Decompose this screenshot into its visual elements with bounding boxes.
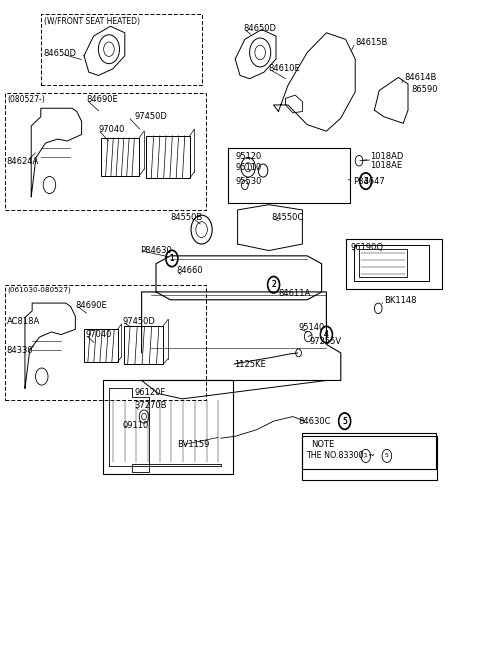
Text: 37270B: 37270B: [134, 401, 167, 410]
Text: 97040: 97040: [85, 330, 112, 339]
Text: P84647: P84647: [353, 176, 384, 186]
Text: 1125KE: 1125KE: [234, 359, 266, 369]
Text: 84690E: 84690E: [76, 300, 108, 310]
Text: 97040: 97040: [98, 125, 125, 134]
Text: 1: 1: [169, 254, 174, 263]
Text: 3: 3: [363, 176, 368, 186]
Text: 5: 5: [385, 453, 389, 459]
Text: BV1159: BV1159: [177, 440, 209, 449]
Text: 1018AD: 1018AD: [370, 152, 403, 161]
Bar: [5, 285, 206, 400]
Bar: [124, 326, 163, 364]
Text: 84630C: 84630C: [299, 417, 331, 426]
Bar: [228, 148, 350, 203]
Text: BK1148: BK1148: [384, 296, 417, 305]
Bar: [302, 436, 437, 480]
Text: 2: 2: [271, 280, 276, 289]
Text: (080527-): (080527-): [7, 95, 45, 104]
Text: 95120: 95120: [235, 152, 262, 161]
Text: 84610E: 84610E: [269, 64, 300, 73]
Bar: [101, 138, 139, 176]
Text: 4: 4: [324, 330, 329, 339]
Text: 84550C: 84550C: [271, 213, 303, 222]
Text: 84650D: 84650D: [43, 49, 76, 58]
Text: 86590: 86590: [412, 85, 438, 94]
Bar: [5, 93, 206, 210]
Text: 5: 5: [342, 417, 347, 426]
Text: 84614B: 84614B: [404, 73, 436, 82]
Text: 4: 4: [324, 330, 329, 339]
Text: 5: 5: [342, 417, 347, 426]
Text: P84630: P84630: [140, 246, 172, 255]
Text: 97255V: 97255V: [310, 337, 342, 346]
Text: 97450D: 97450D: [122, 317, 155, 326]
Text: 97450D: 97450D: [134, 112, 167, 121]
Bar: [359, 249, 407, 277]
Bar: [84, 329, 118, 362]
Bar: [41, 14, 202, 85]
Text: 84550B: 84550B: [170, 213, 203, 222]
Text: 84611A: 84611A: [278, 289, 311, 298]
Text: 84660: 84660: [177, 266, 203, 275]
Text: 84690E: 84690E: [86, 95, 118, 104]
Text: NOTE: NOTE: [311, 440, 334, 449]
Text: 95140: 95140: [299, 323, 325, 333]
Text: 84330: 84330: [6, 346, 33, 356]
Text: 84624A: 84624A: [6, 157, 38, 166]
Text: 1: 1: [169, 254, 174, 263]
Text: ~: ~: [368, 451, 374, 461]
Text: (W/FRONT SEAT HEATED): (W/FRONT SEAT HEATED): [44, 17, 140, 26]
Bar: [302, 433, 436, 469]
Text: (061030-080527): (061030-080527): [7, 287, 71, 293]
Text: 09110: 09110: [122, 420, 149, 430]
Bar: [146, 136, 190, 178]
Text: 95530: 95530: [235, 176, 262, 186]
Text: 84615B: 84615B: [355, 38, 387, 47]
Text: 84650D: 84650D: [244, 24, 277, 33]
Text: 96190Q: 96190Q: [350, 243, 384, 253]
Text: 3: 3: [363, 176, 368, 186]
Text: 1018AE: 1018AE: [370, 161, 402, 170]
Text: THE NO.83300:: THE NO.83300:: [306, 451, 366, 461]
Bar: [346, 239, 442, 289]
Text: 2: 2: [271, 280, 276, 289]
Bar: [103, 380, 233, 474]
Bar: [354, 245, 429, 281]
Text: 1: 1: [364, 453, 368, 459]
Text: 95110: 95110: [235, 163, 262, 172]
Text: 96120F: 96120F: [134, 388, 166, 397]
Text: AC818A: AC818A: [7, 317, 40, 326]
